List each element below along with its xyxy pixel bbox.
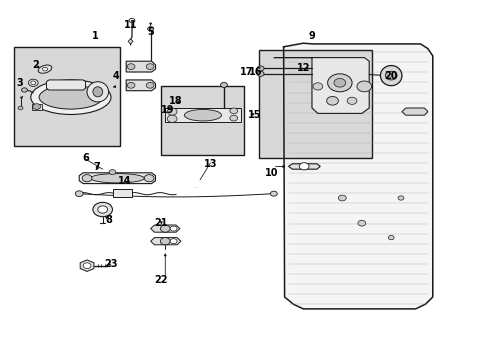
Ellipse shape — [380, 66, 401, 86]
Circle shape — [83, 263, 91, 269]
Polygon shape — [283, 43, 432, 309]
Text: 22: 22 — [154, 275, 168, 285]
Circle shape — [146, 82, 154, 88]
Circle shape — [170, 226, 177, 231]
Polygon shape — [46, 80, 85, 90]
Text: 12: 12 — [297, 63, 310, 73]
Circle shape — [357, 220, 365, 226]
Circle shape — [170, 239, 177, 244]
Ellipse shape — [31, 80, 111, 114]
Circle shape — [338, 195, 346, 201]
Circle shape — [129, 18, 135, 23]
Circle shape — [28, 79, 38, 86]
Circle shape — [257, 66, 264, 71]
Text: 23: 23 — [104, 258, 118, 269]
Circle shape — [326, 96, 338, 105]
Ellipse shape — [93, 87, 102, 97]
Text: 20: 20 — [384, 71, 397, 81]
Circle shape — [82, 175, 92, 182]
Bar — [14, 47, 120, 146]
Polygon shape — [150, 225, 180, 232]
Circle shape — [147, 27, 153, 31]
Polygon shape — [401, 108, 427, 115]
Text: 6: 6 — [82, 153, 89, 163]
Text: 4: 4 — [113, 71, 120, 81]
Circle shape — [385, 71, 396, 80]
Circle shape — [93, 202, 112, 217]
Circle shape — [346, 97, 356, 104]
Circle shape — [257, 71, 264, 76]
Circle shape — [160, 225, 170, 232]
Text: 21: 21 — [154, 218, 168, 228]
Circle shape — [127, 64, 135, 69]
Circle shape — [312, 83, 322, 90]
Text: 11: 11 — [124, 20, 138, 30]
Circle shape — [167, 115, 177, 122]
Circle shape — [229, 115, 237, 121]
Text: 13: 13 — [203, 159, 217, 169]
Polygon shape — [193, 180, 215, 187]
Text: 5: 5 — [147, 27, 154, 37]
Ellipse shape — [184, 109, 221, 121]
Circle shape — [144, 175, 154, 182]
Circle shape — [333, 78, 345, 87]
Circle shape — [109, 170, 116, 175]
Text: 10: 10 — [264, 168, 278, 178]
Text: 18: 18 — [169, 96, 183, 106]
Polygon shape — [126, 80, 155, 91]
Ellipse shape — [90, 174, 144, 183]
Bar — [113, 189, 132, 197]
Ellipse shape — [87, 82, 108, 102]
Polygon shape — [150, 238, 181, 245]
Circle shape — [229, 108, 237, 114]
Circle shape — [220, 82, 227, 87]
Text: 8: 8 — [105, 215, 112, 225]
Circle shape — [18, 106, 23, 110]
Polygon shape — [126, 61, 155, 72]
Text: 9: 9 — [307, 31, 314, 41]
Circle shape — [31, 81, 36, 85]
Polygon shape — [165, 108, 240, 122]
Text: 7: 7 — [93, 162, 100, 172]
Polygon shape — [79, 173, 155, 184]
Circle shape — [42, 67, 47, 71]
Text: 19: 19 — [160, 105, 174, 115]
Circle shape — [33, 104, 41, 109]
Text: 2: 2 — [32, 60, 39, 70]
Text: 14: 14 — [118, 176, 131, 186]
Polygon shape — [128, 39, 133, 44]
Circle shape — [127, 82, 135, 88]
Circle shape — [356, 81, 371, 92]
Circle shape — [167, 108, 177, 115]
Polygon shape — [273, 58, 368, 113]
Text: 17: 17 — [240, 67, 253, 77]
Bar — [259, 50, 371, 158]
Circle shape — [75, 191, 83, 197]
Ellipse shape — [39, 85, 102, 109]
Circle shape — [98, 206, 107, 213]
Text: 3: 3 — [16, 78, 23, 88]
Circle shape — [299, 163, 308, 170]
Circle shape — [146, 64, 154, 69]
Text: 15: 15 — [247, 110, 261, 120]
Polygon shape — [288, 164, 320, 169]
Text: 16: 16 — [248, 67, 262, 77]
Circle shape — [327, 74, 351, 92]
Bar — [161, 86, 244, 155]
Polygon shape — [32, 104, 41, 110]
Polygon shape — [80, 260, 94, 271]
Circle shape — [270, 191, 277, 196]
Circle shape — [21, 88, 27, 92]
Circle shape — [397, 196, 403, 200]
Circle shape — [387, 235, 393, 240]
Ellipse shape — [38, 65, 52, 73]
Text: 1: 1 — [92, 31, 99, 41]
Circle shape — [160, 238, 170, 245]
